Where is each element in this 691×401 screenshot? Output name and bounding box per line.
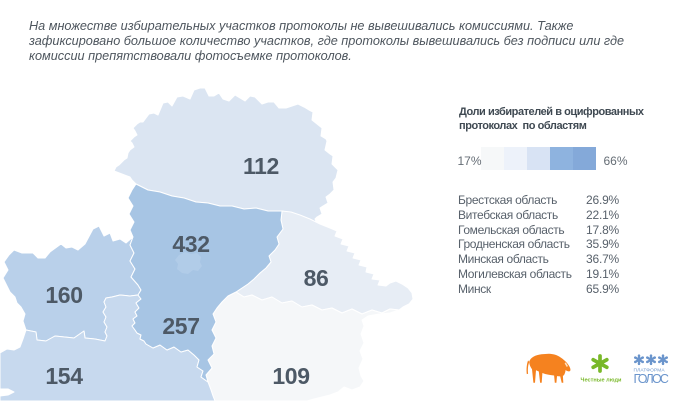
svg-text:154: 154	[45, 363, 83, 389]
svg-text:109: 109	[272, 363, 309, 389]
svg-text:Честные люди: Честные люди	[581, 378, 622, 384]
svg-text:86: 86	[304, 265, 329, 291]
svg-text:432: 432	[172, 231, 209, 257]
svg-text:257: 257	[162, 313, 199, 339]
svg-text:112: 112	[243, 153, 279, 179]
svg-text:ПЛАТФОРМА: ПЛАТФОРМА	[634, 368, 666, 374]
svg-text:ГОЛОС: ГОЛОС	[634, 372, 669, 386]
svg-text:160: 160	[45, 282, 82, 308]
